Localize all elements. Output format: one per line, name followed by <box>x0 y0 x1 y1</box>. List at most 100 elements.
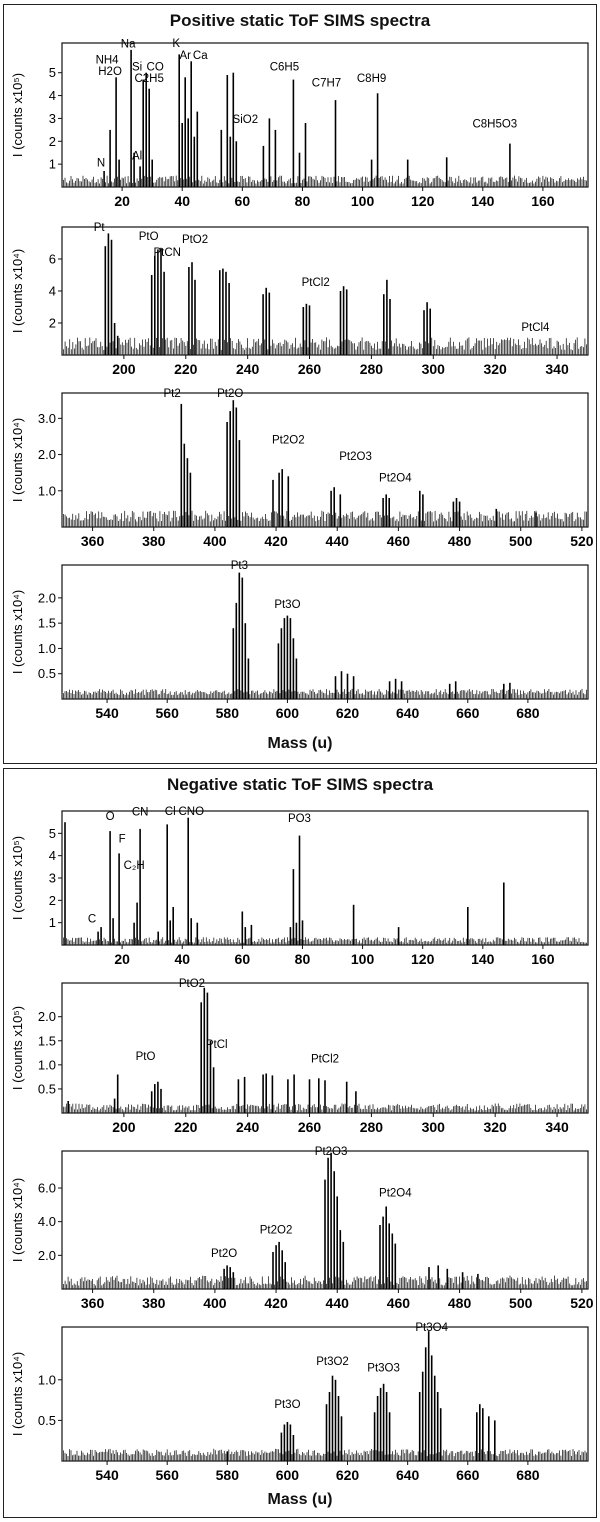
peak-annotation: Cl <box>165 806 176 818</box>
x-tick-label: 340 <box>545 1119 569 1135</box>
plot-frame <box>61 392 589 528</box>
peak-annotation: Pt2O2 <box>272 435 305 447</box>
y-axis-label: I (counts x10⁴) <box>10 1178 25 1262</box>
x-tick-label: 580 <box>216 1467 240 1483</box>
y-tick-label: 1.0 <box>38 641 56 656</box>
y-tick-label: 6 <box>49 252 56 267</box>
y-tick-label: 3 <box>49 871 56 886</box>
peak-annotation: Pt2O3 <box>339 451 372 463</box>
x-tick-label: 680 <box>516 1467 540 1483</box>
y-tick-label: 4.0 <box>38 1214 56 1229</box>
x-tick-label: 320 <box>483 361 507 377</box>
x-tick-label: 60 <box>235 951 251 967</box>
peak-annotation: SiO2 <box>233 114 259 126</box>
peak-annotation: C2H5 <box>134 73 163 85</box>
x-tick-label: 20 <box>114 951 130 967</box>
x-tick-label: 620 <box>336 705 360 721</box>
x-tick-label: 380 <box>142 1295 166 1311</box>
x-tick-label: 280 <box>360 1119 384 1135</box>
y-tick-label: 3.0 <box>38 411 56 426</box>
positive-spectra-panel: Positive static ToF SIMS spectra 20 40 60 8… <box>3 4 597 764</box>
x-tick-label: 320 <box>483 1119 507 1135</box>
peak-annotation: Pt2O <box>211 1248 237 1260</box>
peak-annotation: Si <box>132 61 142 73</box>
peak-annotation: PtO <box>136 1051 156 1063</box>
peak-annotation: Pt2 <box>163 388 180 400</box>
y-tick-label: 1.5 <box>38 1033 56 1048</box>
peak-annotation: K <box>172 38 180 50</box>
x-tick-label: 240 <box>236 361 260 377</box>
peak-annotation: Pt2O4 <box>379 473 412 485</box>
peak-annotation: Pt3O3 <box>367 1363 400 1375</box>
peak-annotation: O <box>106 811 115 823</box>
positive-spectrum-chart-1: 20 40 60 80 100 120 140 160 1 2 3 4 5 I (counts x10⁵)… <box>10 38 589 209</box>
y-tick-label: 2.0 <box>38 590 56 605</box>
x-tick-label: 500 <box>509 533 533 549</box>
x-tick-label: 120 <box>411 951 435 967</box>
plot-frame <box>61 564 589 700</box>
y-axis-label: I (counts x10⁴) <box>10 590 25 674</box>
x-tick-label: 660 <box>456 1467 480 1483</box>
x-tick-label: 440 <box>326 533 350 549</box>
x-tick-label: 480 <box>448 1295 472 1311</box>
y-tick-label: 1 <box>49 157 56 172</box>
x-tick-label: 200 <box>112 1119 136 1135</box>
x-tick-label: 140 <box>471 951 495 967</box>
peak-annotation: C6H5 <box>270 61 299 73</box>
negative-spectrum-chart-2: 200 220 240 260 280 300 320 340 0.5 1.0 1.5 2.0 I (c… <box>10 978 589 1135</box>
y-tick-label: 2 <box>49 134 56 149</box>
peak-annotation: Pt2O <box>217 388 243 400</box>
y-tick-label: 4 <box>49 284 56 299</box>
y-axis-label: I (counts x10⁴) <box>10 249 25 333</box>
x-tick-label: 20 <box>114 193 130 209</box>
x-tick-label: 420 <box>264 533 288 549</box>
x-tick-label: 300 <box>422 361 446 377</box>
y-tick-label: 1.0 <box>38 1372 56 1387</box>
positive-spectrum-chart-4: 540 560 580 600 620 640 660 680 0.5 1.0 1.5 2.0 I (c… <box>10 560 589 721</box>
peak-annotation: Pt2O2 <box>260 1224 293 1236</box>
peak-annotation: C8H5O3 <box>472 119 517 131</box>
peak-annotation: PtO2 <box>179 978 205 990</box>
peak-annotation: F <box>119 833 126 845</box>
peak-annotation: NH4 <box>96 55 120 67</box>
x-tick-label: 200 <box>112 361 136 377</box>
negative-x-axis-label: Mass (u) <box>267 1491 333 1508</box>
y-tick-label: 4 <box>49 848 56 863</box>
y-tick-label: 2 <box>49 316 56 331</box>
x-tick-label: 340 <box>545 361 569 377</box>
x-tick-label: 260 <box>298 1119 322 1135</box>
peak-annotation: PtCN <box>153 247 180 259</box>
peak-annotation: PtO2 <box>182 234 208 246</box>
x-tick-label: 500 <box>509 1295 533 1311</box>
y-tick-label: 0.5 <box>38 1413 56 1428</box>
plot-frame <box>61 1326 589 1462</box>
x-tick-label: 160 <box>531 951 555 967</box>
peak-annotation: Ca <box>193 50 208 62</box>
x-tick-label: 360 <box>81 1295 105 1311</box>
x-tick-label: 60 <box>235 193 251 209</box>
x-tick-label: 460 <box>387 533 411 549</box>
negative-spectrum-chart-3: 360 380 400 420 440 460 480 500 520 2.0 4.0 6.0 I (c… <box>10 1146 594 1311</box>
negative-panel-title: Negative static ToF SIMS spectra <box>166 775 434 794</box>
x-tick-label: 640 <box>396 705 420 721</box>
y-tick-label: 1.0 <box>38 1057 56 1072</box>
y-tick-label: 4 <box>49 88 56 103</box>
x-tick-label: 140 <box>471 193 495 209</box>
y-axis-label: I (counts x10⁴) <box>10 418 25 502</box>
x-tick-label: 380 <box>142 533 166 549</box>
x-tick-label: 40 <box>174 951 190 967</box>
peak-annotation: PtCl2 <box>311 1053 339 1065</box>
x-tick-label: 460 <box>387 1295 411 1311</box>
x-tick-label: 40 <box>174 193 190 209</box>
y-tick-label: 1.0 <box>38 483 56 498</box>
positive-spectrum-chart-3: 360 380 400 420 440 460 480 500 520 1.0 2.0 3.0 I (c… <box>10 388 594 549</box>
peak-annotation: CNO <box>178 806 204 818</box>
noise-trace <box>61 937 587 945</box>
peak-annotation: Pt <box>94 222 106 234</box>
x-tick-label: 120 <box>411 193 435 209</box>
y-tick-label: 5 <box>49 826 56 841</box>
negative-spectrum-chart-1: 20 40 60 80 100 120 140 160 1 2 3 4 5 I (counts x10⁵)… <box>10 806 589 967</box>
y-axis-label: I (counts x10⁴) <box>10 1352 25 1436</box>
x-tick-label: 520 <box>570 533 594 549</box>
negative-spectra-panel: Negative static ToF SIMS spectra 20 40 60 8… <box>3 768 597 1518</box>
